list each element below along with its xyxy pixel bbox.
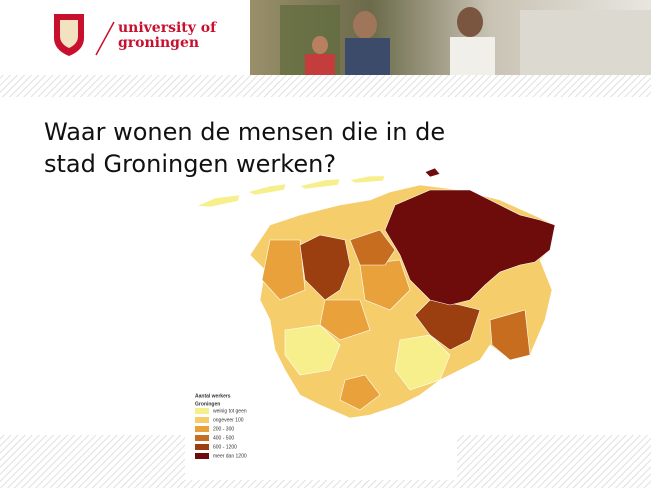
legend-swatch [195, 444, 209, 450]
header-photo [250, 0, 651, 75]
legend-label: 200 - 300 [213, 426, 234, 432]
map [196, 167, 556, 419]
logo-text: university of [118, 20, 217, 36]
legend-swatch [195, 453, 209, 459]
legend-swatch [195, 408, 209, 414]
legend-label: meer dan 1200 [213, 453, 247, 459]
legend-swatch [195, 426, 209, 432]
legend-subtitle: Groningen [195, 401, 220, 407]
legend-label: ongeveer 100 [213, 417, 244, 423]
legend: Aantal werkers Groningen weinig tot geen… [195, 393, 247, 459]
slide-title: Waar wonen de mensen die in de stad Groni… [44, 118, 445, 178]
hatch-band [0, 75, 651, 97]
legend-label: 400 - 500 [213, 435, 234, 441]
logo: university of groningen [54, 14, 217, 56]
legend-label: 600 - 1200 [213, 444, 237, 450]
legend-label: weinig tot geen [213, 408, 247, 414]
legend-swatch [195, 435, 209, 441]
logo-text: groningen [118, 35, 199, 51]
legend-swatch [195, 417, 209, 423]
legend-title: Aantal werkers [195, 393, 231, 399]
